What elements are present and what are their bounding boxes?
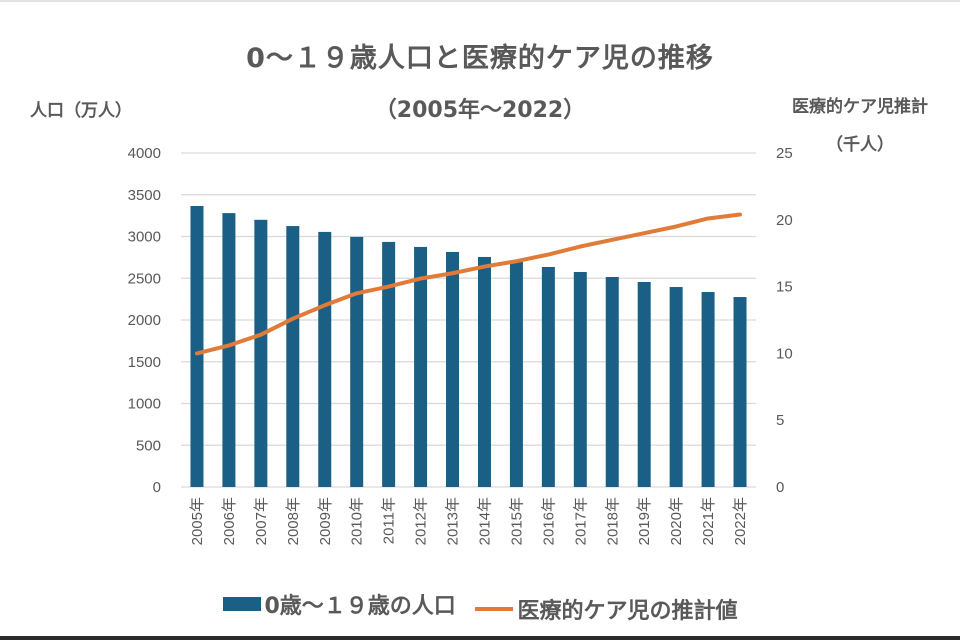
y-axis-right-label: 医療的ケア児推計 （千人） [760, 88, 960, 164]
bar-series [190, 206, 747, 488]
bar [286, 226, 300, 487]
y-left-tick-label: 1500 [128, 354, 161, 371]
y-axis-right-label-line2: （千人） [826, 135, 894, 155]
x-tick-label: 2010年 [349, 497, 366, 545]
x-tick-label: 2018年 [604, 497, 621, 545]
bar [669, 287, 683, 487]
bar [605, 276, 619, 487]
bar [382, 241, 396, 487]
bottom-border [0, 636, 960, 640]
x-tick-label: 2006年 [221, 497, 238, 545]
x-tick-label: 2020年 [668, 497, 685, 545]
bar [446, 251, 460, 487]
bar [318, 231, 332, 487]
legend-label-population: 0歳～１９歳の人口 [264, 594, 456, 619]
y-right-tick-label: 0 [776, 479, 784, 496]
y-axis-right-label-line1: 医療的ケア児推計 [792, 97, 928, 117]
gridlines [181, 152, 756, 488]
bar [350, 236, 364, 487]
x-tick-label: 2021年 [700, 497, 717, 545]
x-tick-label: 2005年 [189, 497, 206, 545]
x-tick-label: 2007年 [253, 497, 270, 545]
y-left-tick-label: 3500 [128, 187, 161, 204]
x-tick-label: 2014年 [476, 497, 493, 545]
y-left-tick-label: 4000 [128, 145, 161, 162]
x-tick-label: 2017年 [572, 497, 589, 545]
bar [509, 261, 523, 487]
x-tick-label: 2011年 [381, 497, 398, 544]
y-left-tick-label: 0 [153, 479, 161, 496]
bar [414, 246, 428, 487]
x-tick-label: 2008年 [285, 497, 302, 545]
legend-item-population: 0歳～１９歳の人口 [222, 588, 456, 620]
bar [190, 206, 204, 487]
bar [541, 266, 555, 487]
y-right-tick-label: 25 [776, 145, 793, 162]
x-tick-label: 2022年 [732, 497, 749, 545]
y-left-tick-label: 2000 [128, 312, 161, 329]
legend-swatch-line [475, 607, 514, 611]
bar [733, 297, 747, 487]
y-right-tick-label: 10 [776, 345, 793, 362]
line-series [194, 212, 743, 356]
y-left-tick-label: 500 [136, 437, 161, 454]
chart-title: 0～１９歳人口と医療的ケア児の推移 [246, 43, 714, 74]
legend-swatch-bar [222, 597, 261, 611]
x-tick-label: 2013年 [445, 497, 462, 545]
line-path [194, 212, 743, 356]
y-axis-right-ticks: 0 5 10 15 20 25 [776, 145, 793, 496]
y-left-tick-label: 1000 [128, 396, 161, 413]
y-left-tick-label: 2500 [128, 270, 161, 287]
chart-subtitle: （2005年～2022） [374, 98, 586, 123]
x-tick-label: 2009年 [317, 497, 334, 545]
y-right-tick-label: 5 [776, 412, 784, 429]
legend-label-care-children: 医療的ケア児の推計値 [517, 599, 738, 624]
x-tick-label: 2019年 [636, 497, 653, 545]
bar [254, 219, 268, 488]
bar [573, 271, 587, 487]
bar [477, 256, 491, 487]
x-tick-label: 2016年 [540, 497, 557, 545]
y-axis-left-ticks: 0 500 1000 1500 2000 2500 3000 3500 4000 [128, 145, 161, 496]
x-tick-label: 2012年 [413, 497, 430, 545]
bar [637, 282, 651, 487]
top-border [0, 0, 960, 2]
y-right-tick-label: 15 [776, 279, 793, 296]
bar [222, 213, 236, 487]
x-tick-label: 2015年 [508, 497, 525, 545]
legend: 0歳～１９歳の人口 医療的ケア児の推計値 [0, 588, 960, 625]
y-left-tick-label: 3000 [128, 229, 161, 246]
y-axis-left-label: 人口（万人） [30, 101, 132, 121]
bar [701, 292, 715, 487]
x-axis-ticks: 2005年 2006年 2007年 2008年 2009年 2010年 2011年 2012年… [189, 497, 749, 545]
legend-item-care-children: 医療的ケア児の推計値 [475, 593, 738, 625]
y-right-tick-label: 20 [776, 212, 793, 229]
